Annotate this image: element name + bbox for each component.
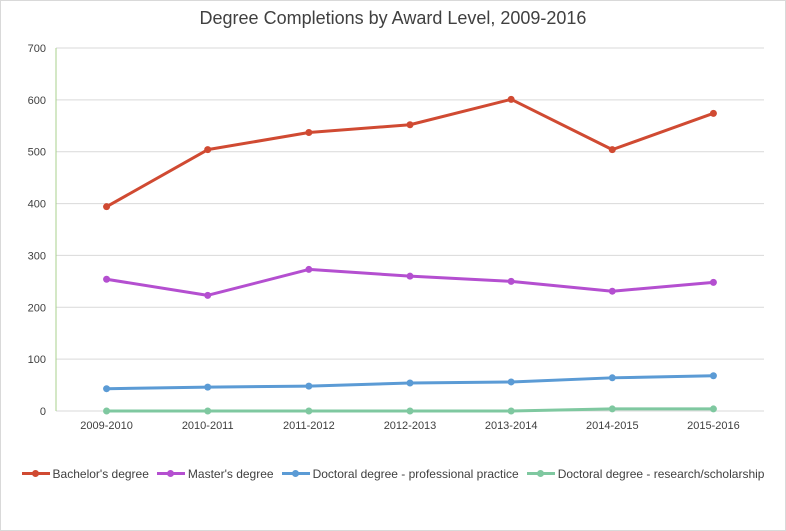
data-point — [608, 146, 616, 154]
data-point — [709, 109, 717, 117]
y-tick-label: 600 — [28, 95, 46, 107]
data-point — [507, 407, 515, 415]
x-tick-label: 2010-2011 — [182, 420, 234, 432]
series-lines — [103, 95, 717, 415]
y-tick-label: 300 — [28, 250, 46, 262]
legend-swatch — [526, 469, 555, 479]
data-point — [103, 407, 111, 415]
x-tick-labels: 2009-2010 2010-2011 2011-2012 2012-2013 2013… — [80, 420, 739, 432]
legend-label: Doctoral degree - professional practice — [312, 467, 519, 481]
chart-title: Degree Completions by Award Level, 2009-… — [199, 8, 587, 28]
data-point — [305, 129, 313, 137]
series-line — [105, 97, 715, 209]
legend-item: Master's degree — [156, 467, 274, 481]
axes — [55, 48, 764, 412]
data-point — [204, 407, 212, 415]
data-point — [507, 95, 515, 103]
data-point — [103, 385, 111, 393]
x-tick-label: 2011-2012 — [283, 420, 335, 432]
legend-label: Master's degree — [187, 467, 274, 481]
data-point — [103, 203, 111, 211]
data-point — [305, 382, 313, 390]
data-point — [709, 278, 717, 286]
series-2 — [103, 372, 717, 393]
chart-legend: Bachelor's degree Master's degree Doctoral… — [0, 467, 786, 481]
gridlines — [56, 47, 764, 360]
legend-item: Bachelor's degree — [21, 467, 149, 481]
data-point — [709, 372, 717, 380]
y-tick-label: 0 — [40, 406, 46, 418]
data-point — [204, 383, 212, 391]
legend-label: Bachelor's degree — [52, 467, 149, 481]
data-point — [608, 287, 616, 295]
data-point — [103, 275, 111, 283]
data-point — [406, 121, 414, 129]
legend-swatch — [21, 469, 50, 479]
y-tick-label: 100 — [28, 354, 46, 366]
legend-item: Doctoral degree - professional practice — [281, 467, 519, 481]
legend-item: Doctoral degree - research/scholarship — [526, 467, 765, 481]
data-point — [507, 277, 515, 285]
data-point — [305, 265, 313, 273]
series-0 — [103, 95, 717, 211]
x-tick-label: 2009-2010 — [80, 420, 133, 432]
x-tick-label: 2013-2014 — [485, 420, 538, 432]
x-tick-label: 2014-2015 — [586, 420, 639, 432]
data-point — [204, 291, 212, 299]
legend-swatch — [156, 469, 185, 479]
data-point — [406, 272, 414, 280]
data-point — [507, 378, 515, 386]
data-point — [204, 146, 212, 154]
legend-swatch — [281, 469, 310, 479]
x-tick-label: 2015-2016 — [687, 420, 740, 432]
legend-label: Doctoral degree - research/scholarship — [557, 467, 765, 481]
y-tick-label: 400 — [28, 199, 46, 211]
data-point — [608, 405, 616, 413]
y-tick-label: 700 — [28, 43, 46, 55]
data-point — [709, 405, 717, 413]
series-3 — [103, 405, 717, 415]
data-point — [305, 407, 313, 415]
y-tick-label: 200 — [28, 302, 46, 314]
data-point — [406, 379, 414, 387]
data-point — [406, 407, 414, 415]
series-1 — [103, 265, 717, 299]
data-point — [608, 374, 616, 382]
y-tick-label: 500 — [28, 147, 46, 159]
x-tick-label: 2012-2013 — [384, 420, 437, 432]
y-tick-labels: 0 100 200 300 400 500 600 700 — [28, 43, 46, 418]
